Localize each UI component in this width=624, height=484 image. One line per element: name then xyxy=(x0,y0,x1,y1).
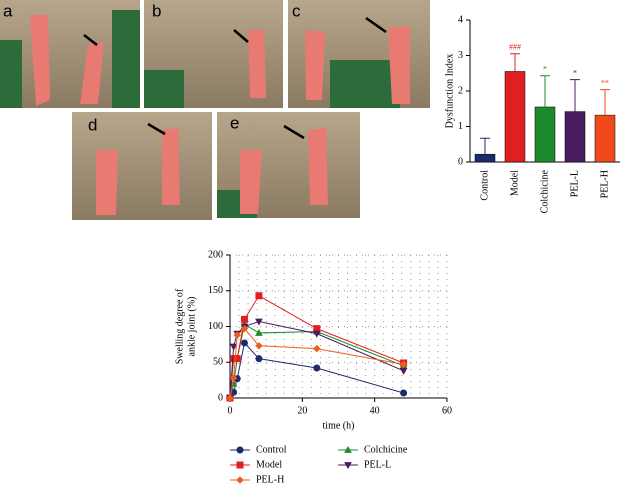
marker xyxy=(229,374,238,382)
marker xyxy=(229,343,238,351)
annotation: * xyxy=(543,65,547,74)
x-tick-label: 20 xyxy=(297,405,307,416)
marker xyxy=(313,325,321,333)
x-tick-label: PEL-H xyxy=(599,170,610,198)
error-bar xyxy=(510,53,520,72)
marker xyxy=(233,355,241,363)
panel-label: e xyxy=(230,113,239,132)
bar xyxy=(594,114,616,163)
bar xyxy=(564,111,586,163)
y-tick-label: 150 xyxy=(208,285,223,296)
photo-b xyxy=(144,0,283,108)
marker xyxy=(240,315,248,323)
y-tick-label: 2 xyxy=(458,85,463,96)
x-axis-label: time (h) xyxy=(323,420,355,431)
x-tick-label: Control xyxy=(479,170,490,201)
bar xyxy=(534,106,556,163)
y-tick-label: 100 xyxy=(208,321,223,332)
legend-label: Control xyxy=(256,444,287,455)
panel-label: d xyxy=(88,115,97,134)
marker xyxy=(255,355,263,363)
y-tick-label: 50 xyxy=(213,357,223,368)
marker xyxy=(226,394,234,402)
legend-marker xyxy=(236,461,244,469)
error-bar xyxy=(480,137,490,155)
marker xyxy=(313,364,321,372)
annotation: * xyxy=(573,68,577,77)
series-line xyxy=(229,327,404,399)
legend-label: PEL-H xyxy=(256,474,284,484)
legend-marker xyxy=(236,446,244,454)
bar xyxy=(504,71,526,163)
y-tick-label: 0 xyxy=(458,156,463,167)
legend-marker xyxy=(236,476,244,484)
legend-label: PEL-L xyxy=(364,459,391,470)
x-tick-label: 0 xyxy=(228,405,233,416)
x-tick-label: 60 xyxy=(442,405,452,416)
marker xyxy=(233,331,241,339)
y-axis-label: Dysfunction Index xyxy=(444,54,455,129)
legend-marker xyxy=(344,462,352,470)
marker xyxy=(399,367,408,375)
marker xyxy=(312,330,321,338)
marker xyxy=(399,360,408,369)
legend-label: Model xyxy=(256,459,282,470)
marker xyxy=(313,344,321,353)
photo-c xyxy=(288,0,430,108)
error-bar xyxy=(570,79,580,112)
photo-a xyxy=(0,0,140,108)
y-axis-label: Swelling degree of xyxy=(174,288,185,364)
marker xyxy=(255,318,263,326)
panel-label: c xyxy=(292,1,301,20)
y-axis-label: ankle joint (%) xyxy=(186,297,197,357)
panel-label: a xyxy=(3,1,13,20)
marker xyxy=(240,324,249,333)
legend-marker xyxy=(344,445,352,453)
y-tick-label: 0 xyxy=(218,392,223,403)
panel-label: b xyxy=(152,1,161,20)
y-tick-label: 4 xyxy=(458,14,463,25)
annotation: ### xyxy=(509,43,521,52)
x-tick-label: Model xyxy=(509,170,520,196)
marker xyxy=(255,328,263,336)
photo-e xyxy=(217,112,360,218)
marker xyxy=(240,339,248,347)
x-tick-label: Colchicine xyxy=(539,169,550,213)
y-tick-label: 3 xyxy=(458,50,463,61)
x-tick-label: PEL-L xyxy=(569,170,580,197)
photo-d xyxy=(72,112,212,220)
marker xyxy=(255,292,263,300)
marker xyxy=(400,389,408,397)
y-tick-label: 200 xyxy=(208,249,223,260)
y-tick-label: 1 xyxy=(458,121,463,132)
bar xyxy=(474,153,496,163)
legend-label: Colchicine xyxy=(364,444,408,455)
error-bar xyxy=(600,89,610,116)
error-bar xyxy=(540,75,550,107)
annotation: ** xyxy=(601,78,609,87)
marker xyxy=(255,342,263,350)
x-tick-label: 40 xyxy=(370,405,380,416)
